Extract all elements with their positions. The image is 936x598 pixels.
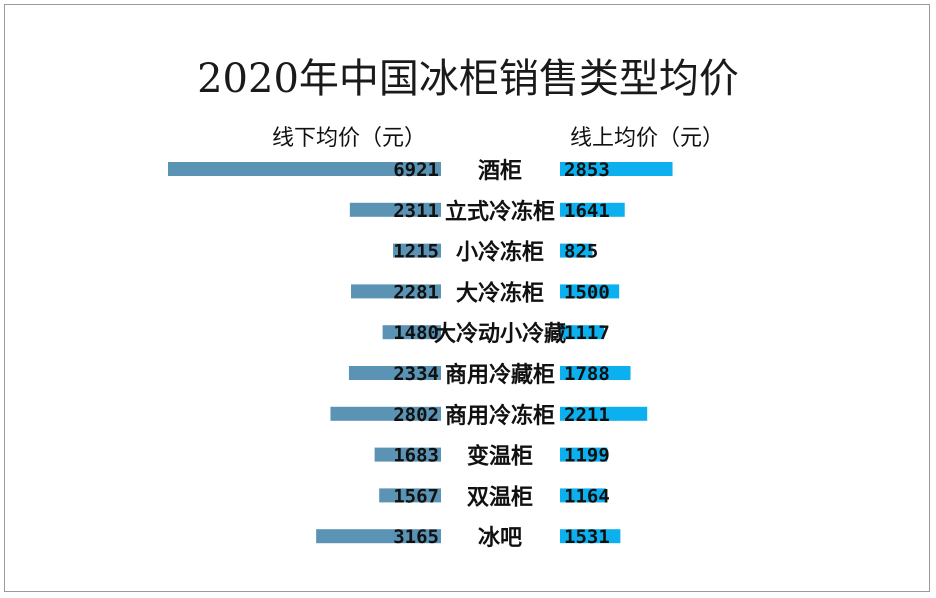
bar-left — [351, 284, 441, 299]
data-label-left: 1215 — [393, 241, 439, 263]
data-label-left: 6921 — [393, 159, 439, 181]
bar-left — [393, 243, 441, 258]
data-label-right: 1788 — [564, 363, 610, 385]
right-series-header: 线上均价（元） — [570, 126, 725, 151]
category-label: 大冷动小冷藏 — [434, 321, 566, 347]
category-label: 商用冷藏柜 — [445, 362, 555, 388]
data-label-right: 1500 — [564, 281, 610, 303]
data-label-left: 1480 — [393, 322, 439, 344]
category-label: 大冷冻柜 — [456, 280, 544, 306]
category-label: 商用冷冻柜 — [445, 403, 555, 429]
category-label: 酒柜 — [478, 158, 522, 184]
chart-frame — [4, 4, 930, 592]
chart-title: 2020年中国冰柜销售类型均价 — [197, 56, 739, 102]
data-label-right: 1531 — [564, 526, 610, 548]
bar-left — [379, 488, 441, 503]
data-label-right: 2853 — [564, 159, 610, 181]
bar-left — [382, 325, 441, 340]
data-label-right: 1117 — [564, 322, 610, 344]
data-label-right: 2211 — [564, 404, 610, 426]
bar-left — [374, 447, 441, 462]
bar-right — [560, 406, 648, 421]
data-label-left: 2281 — [393, 281, 439, 303]
left-series-header: 线下均价（元） — [272, 126, 427, 151]
bar-right — [560, 488, 606, 503]
data-label-left: 3165 — [393, 526, 439, 548]
data-label-left: 1683 — [393, 445, 439, 467]
bar-right — [560, 284, 620, 299]
bar-left — [349, 202, 441, 217]
data-label-right: 1641 — [564, 200, 610, 222]
bar-right — [560, 325, 605, 340]
bar-right — [560, 162, 673, 176]
bar-right — [560, 243, 593, 258]
category-label: 变温柜 — [467, 444, 533, 470]
bar-left — [316, 529, 441, 544]
bar-left — [168, 162, 441, 176]
data-label-right: 1164 — [564, 485, 610, 507]
category-label: 冰吧 — [478, 526, 522, 551]
category-label: 立式冷冻柜 — [445, 199, 555, 225]
bar-left — [330, 406, 441, 421]
data-label-left: 1567 — [393, 485, 439, 507]
data-label-right: 825 — [564, 241, 598, 263]
category-label: 双温柜 — [467, 484, 533, 510]
bar-right — [560, 447, 608, 462]
bar-left — [348, 366, 441, 380]
bar-right — [560, 202, 625, 217]
bar-right — [560, 366, 631, 380]
category-label: 小冷冻柜 — [456, 240, 544, 266]
bar-right — [560, 529, 621, 544]
data-label-right: 1199 — [564, 445, 610, 467]
data-label-left: 2311 — [393, 200, 439, 222]
data-label-left: 2334 — [393, 363, 439, 385]
data-label-left: 2802 — [393, 404, 439, 426]
